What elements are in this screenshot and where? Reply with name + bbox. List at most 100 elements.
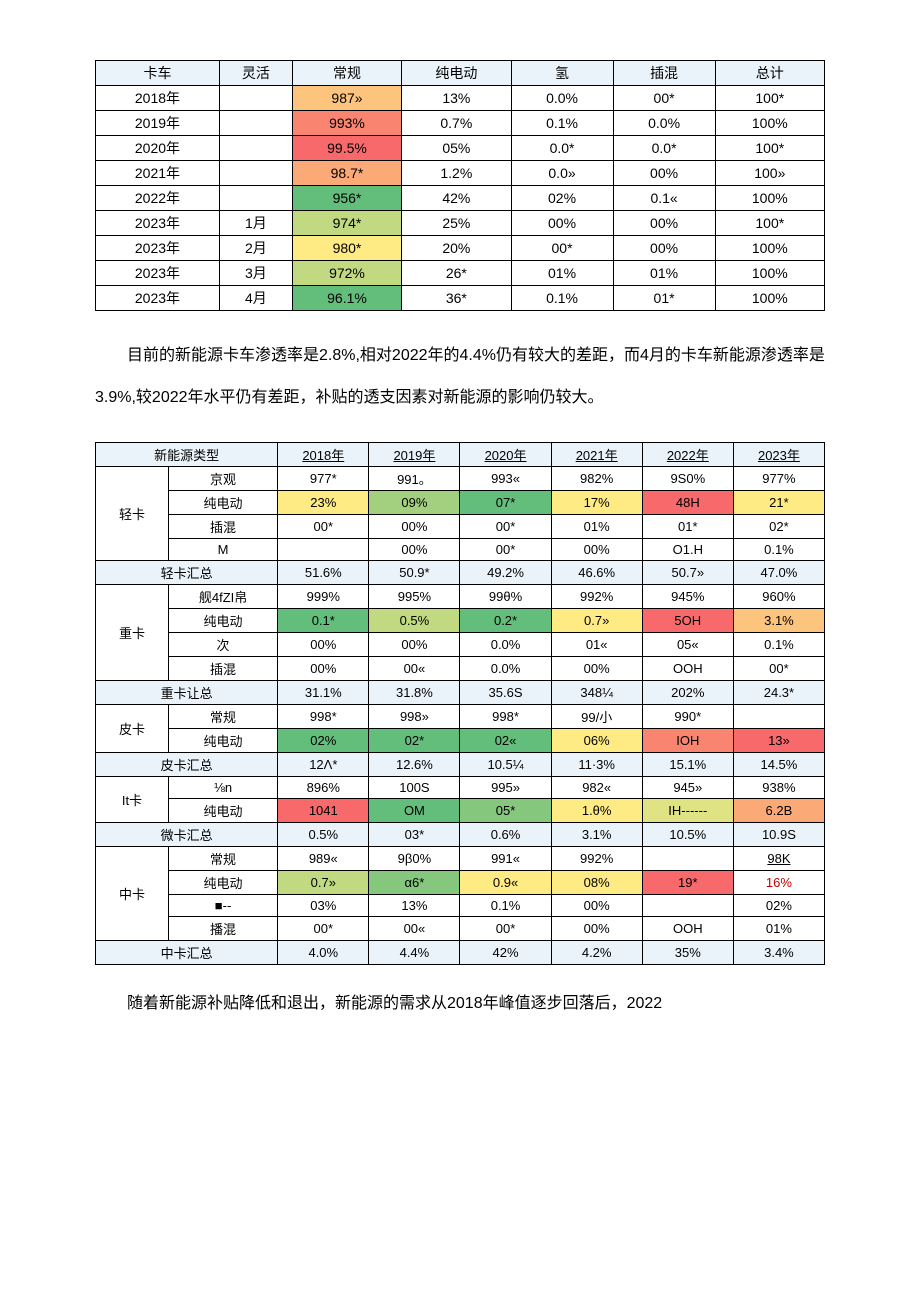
summary-cell: 51.6% (278, 561, 369, 585)
table-cell: 42% (402, 186, 511, 211)
table2-header-cell: 2022年 (642, 443, 733, 467)
table-cell: 998* (278, 705, 369, 729)
table-cell: 25% (402, 211, 511, 236)
summary-cell: 202% (642, 681, 733, 705)
table-cell: 0.1* (278, 609, 369, 633)
table-cell: 0.0* (511, 136, 613, 161)
category-cell: 重卡 (96, 585, 169, 681)
table-cell: 0.0% (613, 111, 715, 136)
table-cell: 5OH (642, 609, 733, 633)
table1-header-cell: 卡车 (96, 61, 220, 86)
table-cell: 99θ% (460, 585, 551, 609)
table-cell: 992% (551, 847, 642, 871)
table-row: 插混00%00«0.0%00%OOH00* (96, 657, 825, 681)
table-row: 2019年993%0.7%0.1%0.0%100% (96, 111, 825, 136)
table-cell: 00% (551, 917, 642, 941)
summary-cell: 42% (460, 941, 551, 965)
table-cell: 9β0% (369, 847, 460, 871)
table2-header-cell: 2019年 (369, 443, 460, 467)
table-cell: 0.1% (733, 633, 824, 657)
table-cell (278, 539, 369, 561)
table2-header-cell: 2020年 (460, 443, 551, 467)
summary-cell: 3.1% (551, 823, 642, 847)
table-cell: 02% (733, 895, 824, 917)
table-cell: 16% (733, 871, 824, 895)
table-cell: 6.2B (733, 799, 824, 823)
table-cell: 20% (402, 236, 511, 261)
summary-row: 皮卡汇总12Λ*12.6%10.5¼11·3%15.1%14.5% (96, 753, 825, 777)
table-cell: 05% (402, 136, 511, 161)
table-cell: 19* (642, 871, 733, 895)
table-cell: 00* (460, 917, 551, 941)
table-cell: 1.θ% (551, 799, 642, 823)
table-cell: 4月 (219, 286, 292, 311)
table-cell: 100% (715, 286, 824, 311)
table-cell: 896% (278, 777, 369, 799)
table-cell: 100* (715, 136, 824, 161)
subcategory-cell: M (168, 539, 277, 561)
table-cell: 99.5% (292, 136, 401, 161)
subcategory-cell: 常规 (168, 847, 277, 871)
table-cell: 00% (278, 633, 369, 657)
table-cell: 01« (551, 633, 642, 657)
summary-cell: 0.6% (460, 823, 551, 847)
table-cell: 0.0% (460, 633, 551, 657)
summary-cell: 31.1% (278, 681, 369, 705)
table-cell: 01% (613, 261, 715, 286)
table-cell: 00* (278, 917, 369, 941)
table-cell: 2022年 (96, 186, 220, 211)
table-cell: 00* (733, 657, 824, 681)
table-row: M00%00*00%O1.H0.1% (96, 539, 825, 561)
table-cell: 23% (278, 491, 369, 515)
table-cell: 100* (715, 211, 824, 236)
table-row: 纯电动1041OM05*1.θ%IH------6.2B (96, 799, 825, 823)
table-cell: 3月 (219, 261, 292, 286)
table-cell: 0.0* (613, 136, 715, 161)
table-cell: 00% (369, 633, 460, 657)
table-cell: 98K (733, 847, 824, 871)
subcategory-cell: ⅛n (168, 777, 277, 799)
table-cell: 995» (460, 777, 551, 799)
table-cell: 956* (292, 186, 401, 211)
table-cell: 99/小 (551, 705, 642, 729)
table-row: 2023年1月974*25%00%00%100* (96, 211, 825, 236)
table-cell: 05* (460, 799, 551, 823)
table1-header-cell: 灵活 (219, 61, 292, 86)
table-cell: 2018年 (96, 86, 220, 111)
table-cell: 0.7% (402, 111, 511, 136)
table-cell: 00* (460, 539, 551, 561)
table-cell: 0.2* (460, 609, 551, 633)
table-cell: 0.1% (460, 895, 551, 917)
table-cell (642, 847, 733, 871)
table-cell: 98.7* (292, 161, 401, 186)
table-cell: 0.1« (613, 186, 715, 211)
table-cell: 1月 (219, 211, 292, 236)
subcategory-cell: 纯电动 (168, 491, 277, 515)
table-cell: 0.7» (278, 871, 369, 895)
summary-cell: 03* (369, 823, 460, 847)
table-row: 纯电动0.1*0.5%0.2*0.7»5OH3.1% (96, 609, 825, 633)
table-cell: 01% (733, 917, 824, 941)
table-cell: 00% (551, 657, 642, 681)
table-cell (219, 111, 292, 136)
table-cell: 3.1% (733, 609, 824, 633)
table-cell: OOH (642, 917, 733, 941)
table-cell: 01% (511, 261, 613, 286)
table-cell: 100% (715, 111, 824, 136)
table-cell: 0.7» (551, 609, 642, 633)
table-cell: 06% (551, 729, 642, 753)
summary-cell: 0.5% (278, 823, 369, 847)
table-row: 轻卡京观977*991。993«982%9S0%977% (96, 467, 825, 491)
category-cell: 皮卡 (96, 705, 169, 753)
table-cell: 0.1% (733, 539, 824, 561)
table-cell: 0.1% (511, 286, 613, 311)
table-row: 2022年956*42%02%0.1«100% (96, 186, 825, 211)
table-cell: 2月 (219, 236, 292, 261)
table-cell: 0.0% (511, 86, 613, 111)
table-cell: 07* (460, 491, 551, 515)
table-cell: 05« (642, 633, 733, 657)
table-cell: 999% (278, 585, 369, 609)
table1-header-cell: 插混 (613, 61, 715, 86)
table-cell: 992% (551, 585, 642, 609)
summary-cell: 3.4% (733, 941, 824, 965)
